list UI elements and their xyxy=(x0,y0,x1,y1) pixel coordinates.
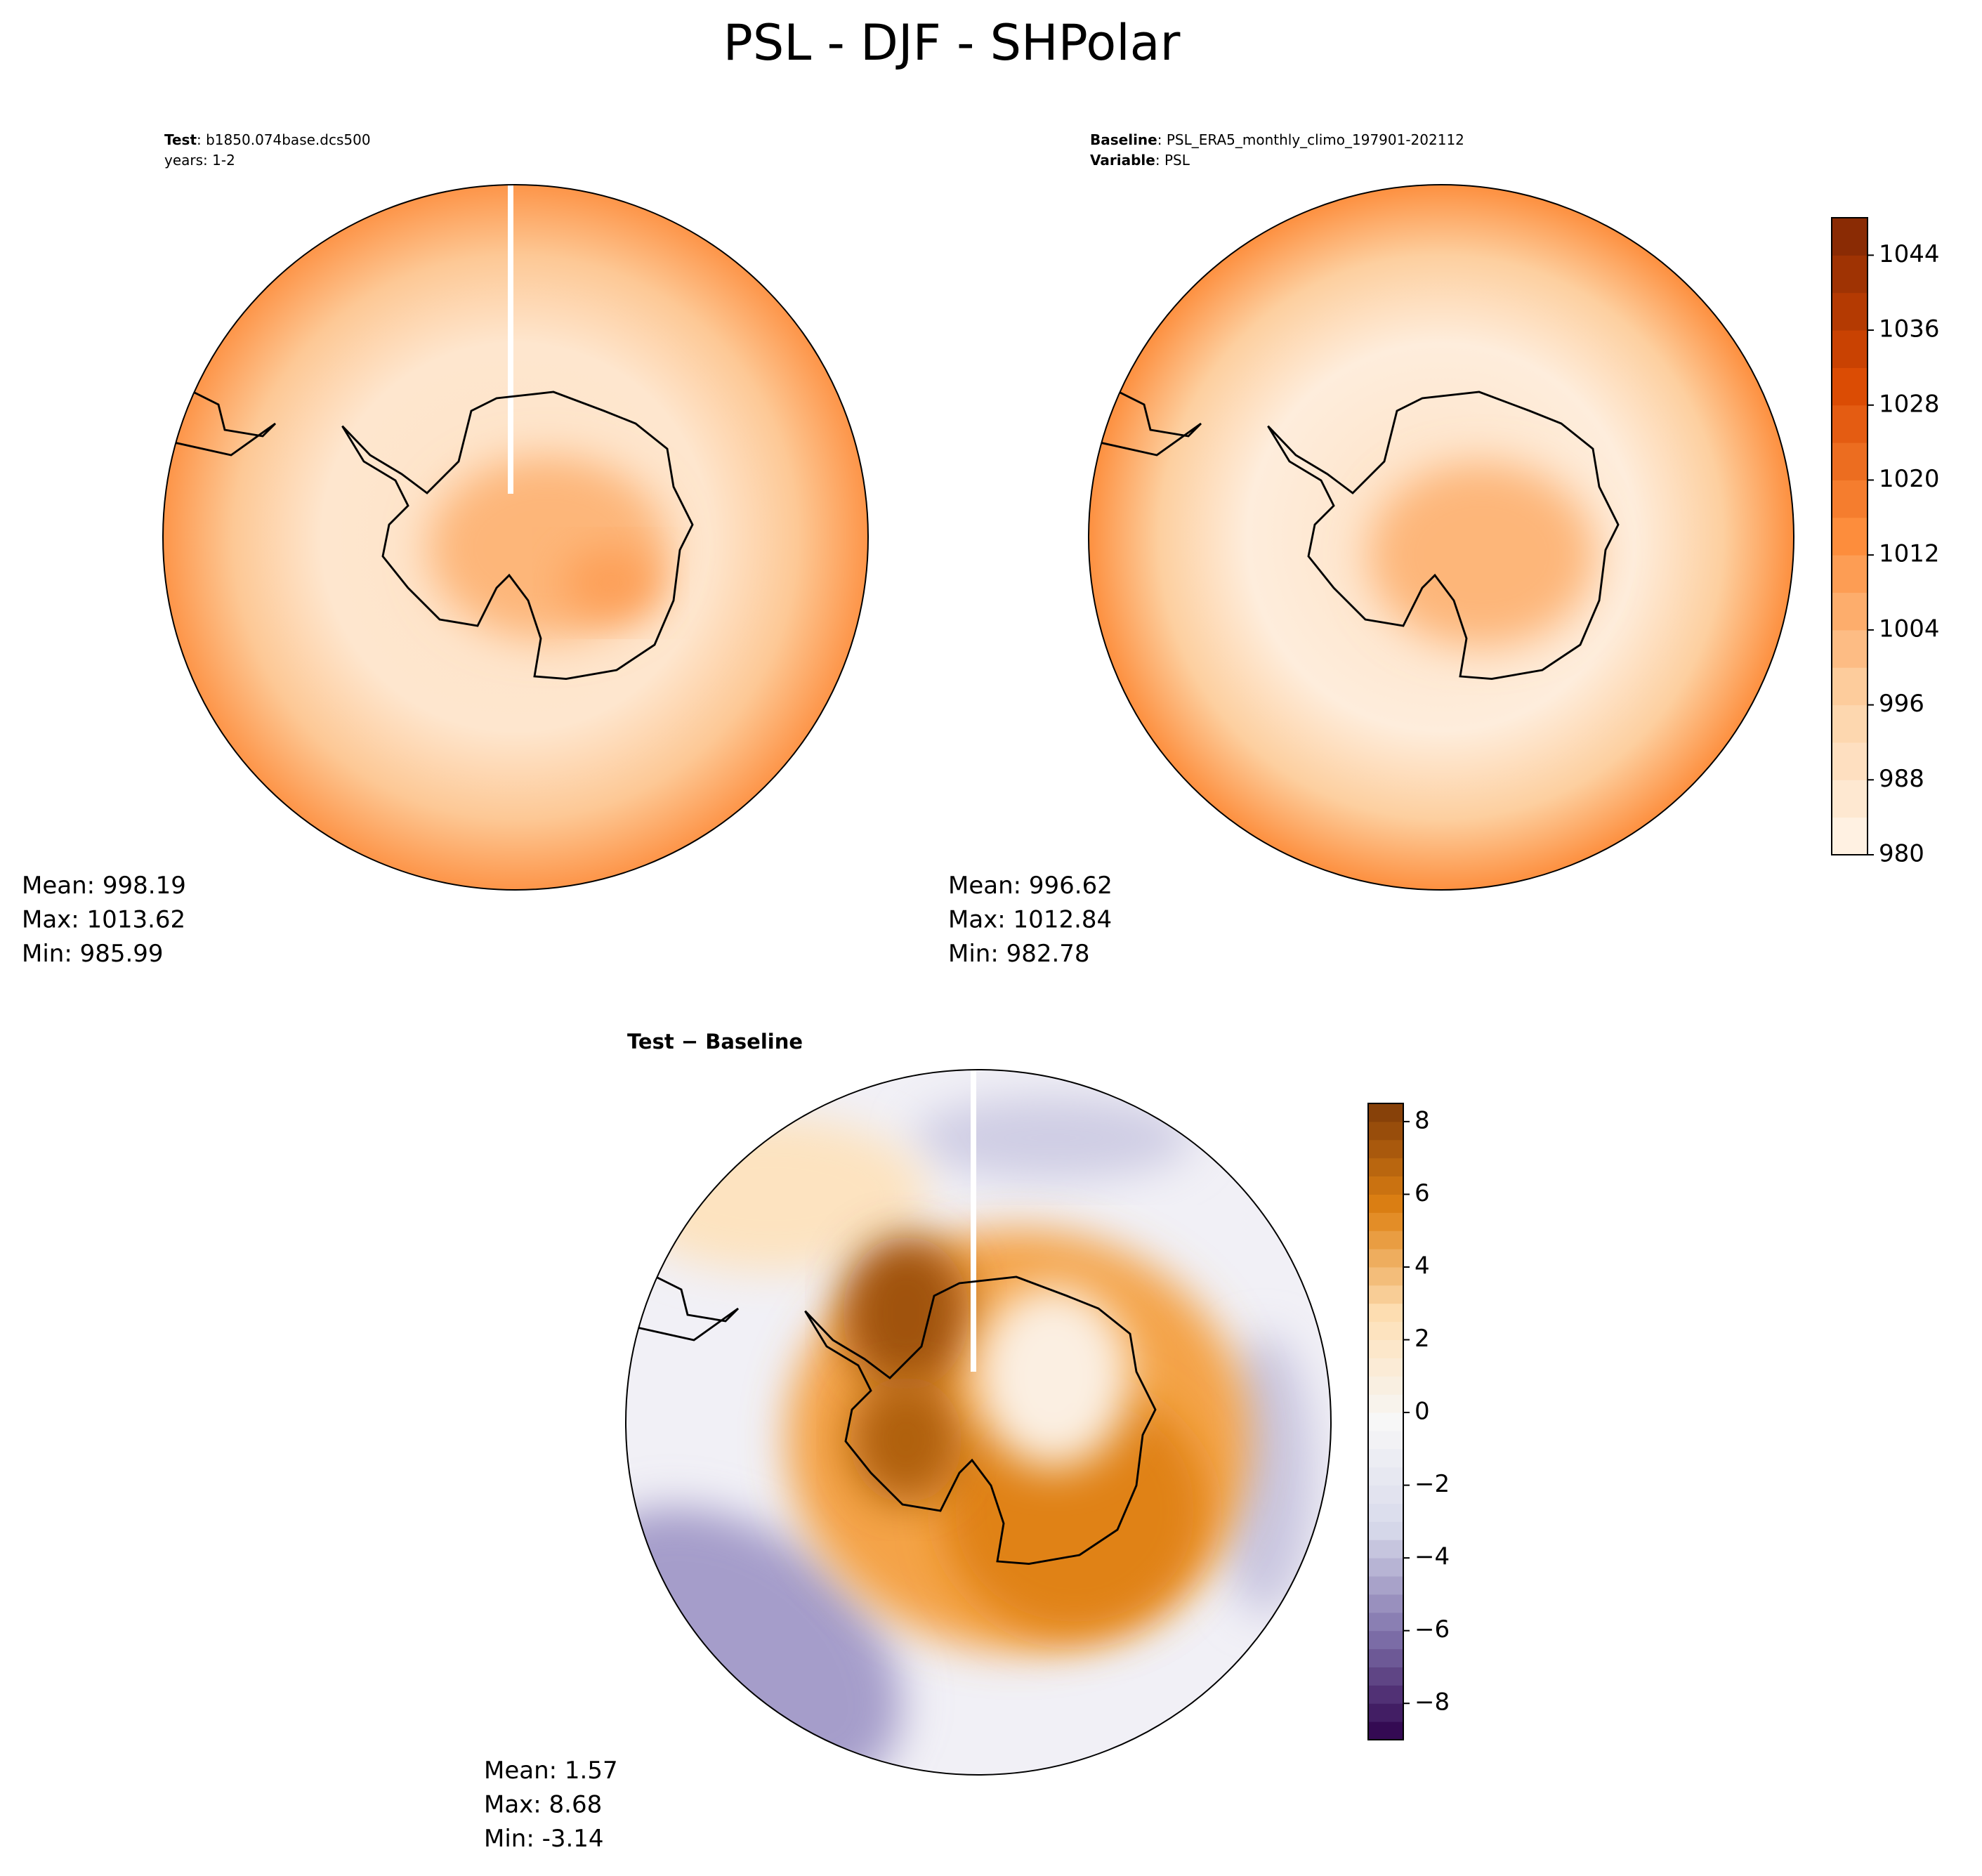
colorbar-tick-label: 6 xyxy=(1415,1179,1430,1207)
colorbar-band xyxy=(1368,1576,1403,1595)
colorbar-band xyxy=(1368,1376,1403,1395)
colorbar-band xyxy=(1368,1467,1403,1486)
colorbar-band xyxy=(1368,1594,1403,1613)
map-border xyxy=(625,1069,1332,1776)
colorbar-band xyxy=(1368,1685,1403,1704)
colorbar-band xyxy=(1832,780,1868,818)
map-baseline xyxy=(1089,185,1794,890)
colorbar-band xyxy=(1368,1339,1403,1358)
colorbar-band xyxy=(1368,1703,1403,1722)
colorbar-band xyxy=(1832,292,1868,331)
colorbar-tick-label: 1028 xyxy=(1879,390,1940,418)
map-border xyxy=(1088,184,1794,891)
stat-text: Min: 982.78 xyxy=(948,940,1090,968)
colorbar-band xyxy=(1832,255,1868,294)
colorbar-band xyxy=(1368,1121,1403,1141)
colorbar-band xyxy=(1368,1521,1403,1540)
colorbar-band xyxy=(1368,1212,1403,1231)
stat-text: Mean: 998.19 xyxy=(22,872,186,900)
panel-title: Test − Baseline xyxy=(627,1030,803,1054)
colorbar-band xyxy=(1368,1358,1403,1377)
colorbar-tick-label: 996 xyxy=(1879,690,1924,718)
stat-text: Max: 1012.84 xyxy=(948,906,1112,934)
panel-subtitle: years: 1-2 xyxy=(164,152,235,169)
colorbar-band xyxy=(1368,1430,1403,1450)
stat-text: Max: 8.68 xyxy=(484,1791,602,1819)
colorbar-band xyxy=(1368,1321,1403,1341)
colorbar-band xyxy=(1368,1266,1403,1286)
colorbar-band xyxy=(1368,1176,1403,1195)
colorbar-band xyxy=(1832,817,1868,855)
colorbar-tick-label: 4 xyxy=(1415,1252,1430,1280)
colorbar-band xyxy=(1832,629,1868,668)
colorbar-frame xyxy=(1831,217,1868,855)
stat-text: Min: -3.14 xyxy=(484,1825,604,1853)
colorbar-tick-label: −6 xyxy=(1415,1615,1450,1644)
colorbar-band xyxy=(1368,1503,1403,1522)
colorbar-tick-label: 1020 xyxy=(1879,465,1940,493)
colorbar-frame xyxy=(1367,1103,1404,1740)
colorbar-band xyxy=(1368,1303,1403,1323)
colorbar-band xyxy=(1368,1157,1403,1177)
colorbar-band xyxy=(1832,704,1868,743)
colorbar-band xyxy=(1368,1231,1403,1249)
colorbar-band xyxy=(1832,667,1868,706)
colorbar-band xyxy=(1832,367,1868,406)
colorbar-band xyxy=(1832,218,1868,256)
colorbar-tick-label: 988 xyxy=(1879,765,1924,793)
colorbar-band xyxy=(1832,405,1868,443)
colorbar-tick-label: 1044 xyxy=(1879,240,1940,268)
map-difference xyxy=(626,1070,1331,1775)
panel-label: Test: b1850.074base.dcs500 xyxy=(164,131,371,148)
colorbar-band xyxy=(1368,1285,1403,1304)
colorbar-band xyxy=(1368,1648,1403,1667)
colorbar-band xyxy=(1832,330,1868,368)
colorbar-tick-label: 2 xyxy=(1415,1325,1430,1353)
colorbar-band xyxy=(1368,1139,1403,1159)
colorbar-band xyxy=(1368,1103,1403,1122)
stat-text: Mean: 996.62 xyxy=(948,872,1113,900)
colorbar-tick-label: 1012 xyxy=(1879,540,1940,568)
colorbar-band xyxy=(1368,1394,1403,1413)
map-test xyxy=(163,185,868,890)
colorbar-band xyxy=(1368,1249,1403,1268)
map-border xyxy=(162,184,869,891)
colorbar-band xyxy=(1368,1612,1403,1632)
figure-title: PSL - DJF - SHPolar xyxy=(723,14,1181,72)
colorbar-band xyxy=(1832,742,1868,780)
colorbar-band xyxy=(1368,1630,1403,1650)
colorbar-band xyxy=(1368,1667,1403,1686)
stat-text: Max: 1013.62 xyxy=(22,906,185,934)
colorbar-tick-label: 8 xyxy=(1415,1106,1430,1134)
colorbar-band xyxy=(1832,480,1868,518)
colorbar-band xyxy=(1832,517,1868,556)
colorbar-band xyxy=(1368,1448,1403,1468)
colorbar-band xyxy=(1368,1412,1403,1431)
colorbar-band xyxy=(1832,442,1868,480)
colorbar-tick-label: −8 xyxy=(1415,1688,1450,1717)
colorbar-tick-label: −4 xyxy=(1415,1543,1450,1571)
colorbar-band xyxy=(1368,1194,1403,1213)
colorbar-band xyxy=(1832,555,1868,593)
colorbar-band xyxy=(1368,1540,1403,1559)
colorbar-band xyxy=(1832,592,1868,631)
colorbar-tick-label: 0 xyxy=(1415,1398,1430,1426)
stat-text: Mean: 1.57 xyxy=(484,1757,618,1785)
colorbar-tick-label: 1004 xyxy=(1879,615,1940,643)
colorbar-band xyxy=(1368,1721,1403,1740)
panel-label: Variable: PSL xyxy=(1090,152,1190,169)
colorbar-band xyxy=(1368,1558,1403,1577)
colorbar-tick-label: 980 xyxy=(1879,840,1924,868)
panel-label: Baseline: PSL_ERA5_monthly_climo_197901-… xyxy=(1090,131,1464,148)
colorbar-tick-label: 1036 xyxy=(1879,315,1940,343)
stat-text: Min: 985.99 xyxy=(22,940,164,968)
colorbar-tick-label: −2 xyxy=(1415,1470,1450,1498)
colorbar-band xyxy=(1368,1485,1403,1504)
